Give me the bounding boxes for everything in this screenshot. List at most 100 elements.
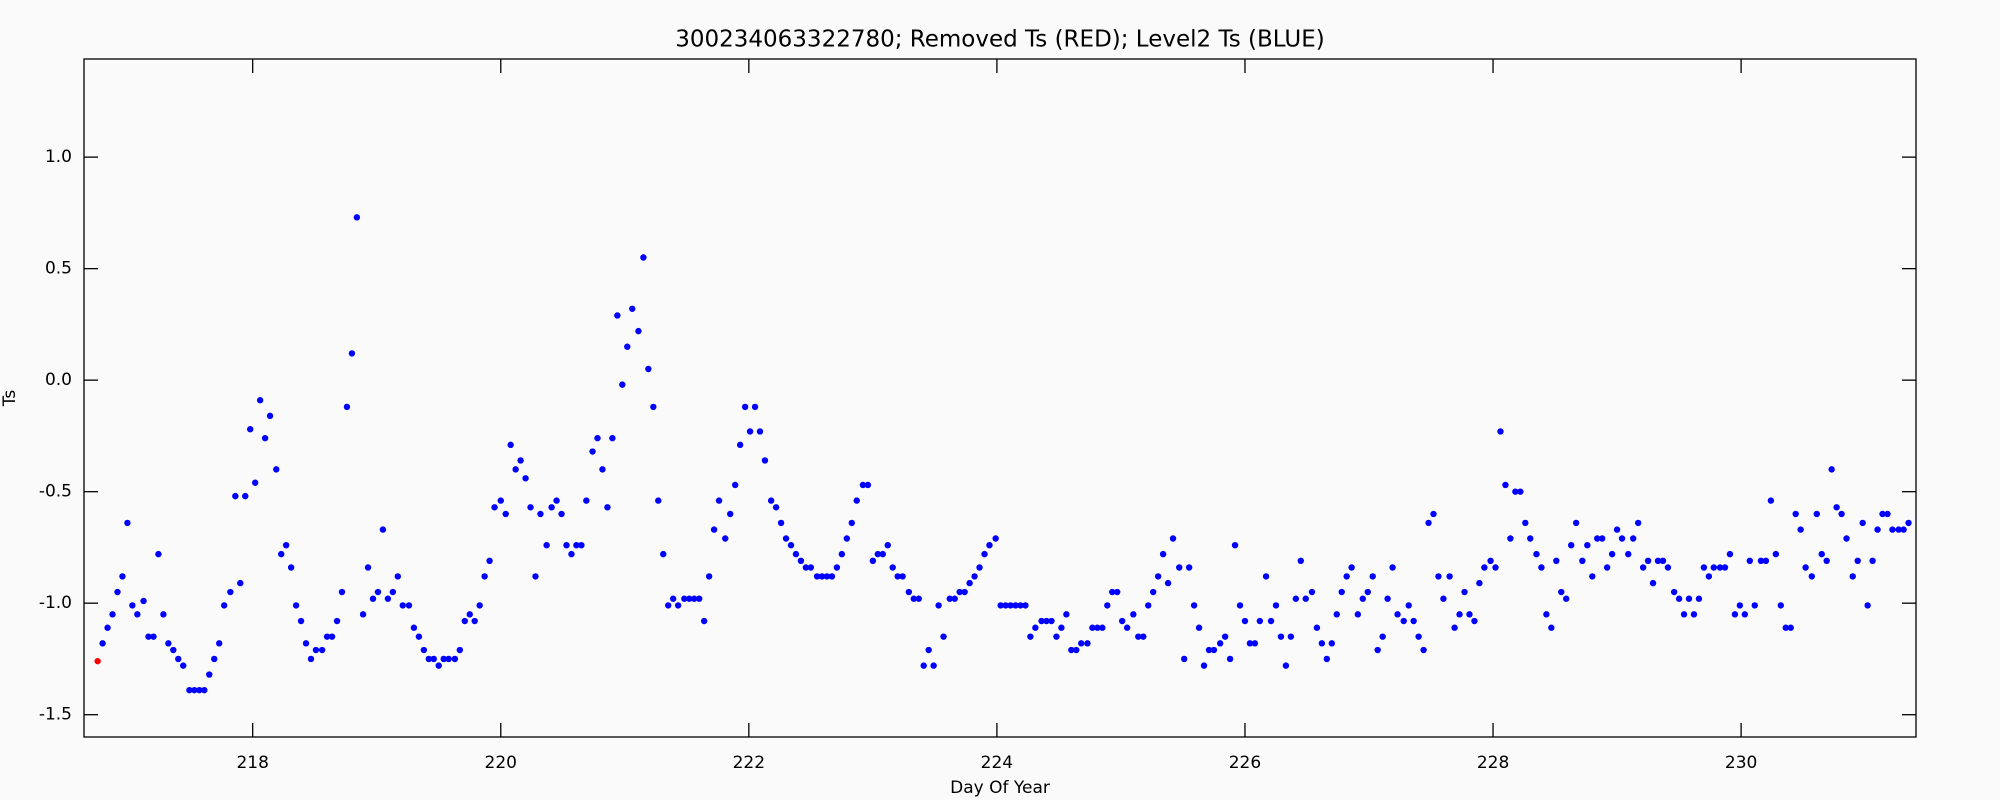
- data-point: [1104, 602, 1111, 609]
- data-point: [1466, 611, 1473, 618]
- data-point: [405, 602, 413, 609]
- data-point: [220, 602, 228, 609]
- data-point: [869, 557, 877, 565]
- data-point: [1859, 519, 1866, 527]
- data-point: [328, 633, 336, 640]
- data-point: [186, 686, 193, 694]
- data-point: [1313, 624, 1321, 631]
- data-point: [1461, 588, 1468, 596]
- data-point: [297, 617, 305, 625]
- data-point: [1843, 535, 1850, 542]
- x-tick-label: 222: [733, 753, 765, 773]
- data-point: [1869, 557, 1876, 565]
- data-point: [802, 564, 810, 571]
- data-point: [415, 633, 423, 640]
- data-point: [1751, 602, 1758, 609]
- data-point: [807, 564, 815, 571]
- data-point: [247, 426, 254, 433]
- data-point: [650, 403, 657, 411]
- data-point: [1813, 510, 1820, 518]
- data-point: [1649, 579, 1657, 587]
- data-point: [1267, 617, 1275, 625]
- data-point: [767, 497, 775, 504]
- data-point: [660, 550, 667, 558]
- y-tick-label: -1.0: [39, 593, 72, 613]
- data-point: [1767, 497, 1775, 504]
- data-point: [1114, 588, 1121, 596]
- data-point: [99, 640, 106, 647]
- data-point: [1598, 535, 1606, 542]
- data-point: [1343, 573, 1350, 580]
- data-point: [242, 492, 249, 500]
- data-point: [751, 403, 759, 411]
- data-point: [1782, 624, 1789, 631]
- data-point: [1328, 640, 1335, 647]
- data-point: [145, 633, 152, 640]
- data-point: [864, 481, 872, 489]
- data-point: [206, 671, 213, 678]
- data-point: [232, 492, 239, 500]
- data-point: [1277, 633, 1285, 640]
- data-point: [813, 573, 821, 580]
- data-point: [1476, 579, 1483, 587]
- data-point: [879, 550, 886, 558]
- data-point: [1364, 588, 1371, 596]
- data-point: [1333, 611, 1340, 618]
- data-point: [1492, 564, 1499, 571]
- data-point: [1109, 588, 1116, 596]
- data-point: [1251, 640, 1259, 647]
- data-point: [1553, 557, 1560, 565]
- data-point: [1502, 481, 1509, 489]
- data-point: [981, 550, 988, 558]
- data-point: [1394, 611, 1401, 618]
- data-point: [532, 573, 539, 580]
- data-point: [1700, 564, 1708, 571]
- data-point: [1292, 595, 1300, 602]
- data-point: [1895, 526, 1902, 533]
- data-point: [180, 662, 187, 669]
- data-point: [150, 633, 157, 640]
- data-point: [379, 526, 387, 533]
- data-point: [1527, 535, 1534, 542]
- data-point: [1053, 633, 1060, 640]
- y-tick-label: 1.0: [45, 147, 72, 167]
- data-point: [818, 573, 826, 580]
- data-point: [282, 541, 290, 549]
- data-point: [175, 655, 182, 663]
- data-point: [1567, 541, 1575, 549]
- data-point: [1879, 510, 1886, 518]
- data-point: [273, 466, 280, 473]
- data-point: [669, 595, 677, 602]
- data-point: [1145, 602, 1152, 609]
- data-point: [1629, 535, 1637, 542]
- data-point: [364, 564, 372, 571]
- data-point: [1670, 588, 1678, 596]
- data-point: [471, 617, 478, 625]
- data-point: [1818, 550, 1825, 558]
- data-point: [548, 504, 555, 511]
- data-point: [736, 441, 744, 449]
- data-point: [512, 466, 519, 473]
- data-point: [894, 573, 901, 580]
- data-point: [1625, 550, 1632, 558]
- y-tick-label: 0.0: [45, 370, 72, 390]
- data-point: [1731, 611, 1739, 618]
- data-point: [543, 541, 550, 549]
- data-point: [522, 475, 529, 482]
- data-point: [507, 441, 514, 449]
- data-point: [1038, 617, 1045, 625]
- data-point: [119, 573, 126, 580]
- chart-title: 300234063322780; Removed Ts (RED); Level…: [675, 27, 1325, 53]
- data-point: [1538, 564, 1545, 571]
- data-point: [1007, 602, 1014, 609]
- data-point: [640, 254, 647, 261]
- data-point: [160, 611, 167, 618]
- data-point: [930, 662, 937, 669]
- data-point: [583, 497, 590, 504]
- data-point: [369, 595, 377, 602]
- data-point: [256, 397, 264, 404]
- data-point: [338, 588, 346, 596]
- data-point: [1176, 564, 1183, 571]
- data-point: [705, 573, 713, 580]
- data-point: [1027, 633, 1034, 640]
